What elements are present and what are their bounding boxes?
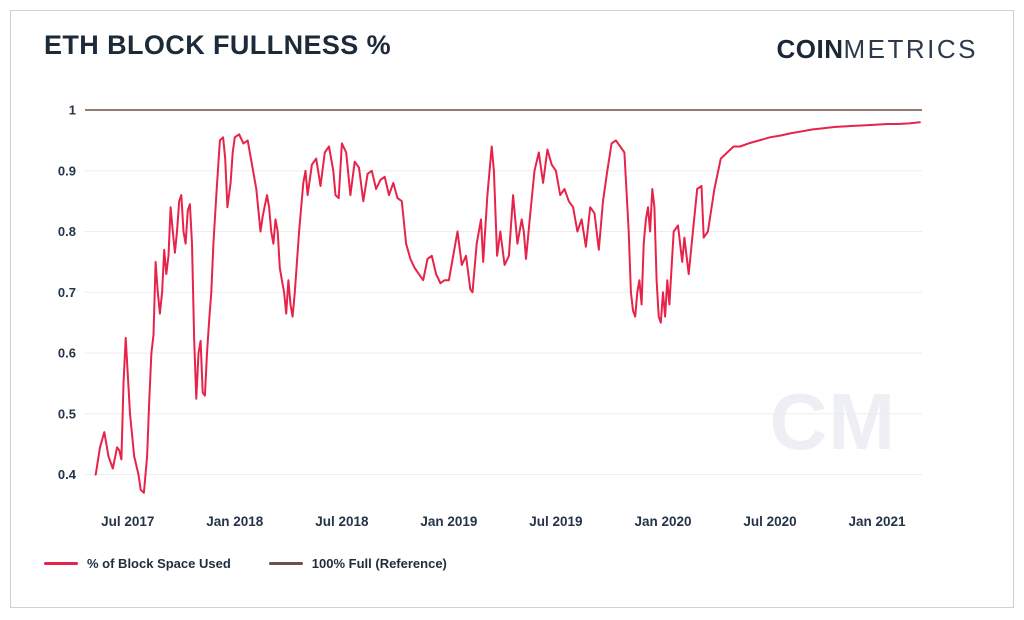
y-tick-label: 0.9 [58, 163, 76, 178]
y-tick-label: 1 [69, 103, 76, 118]
logo-coin: COIN [776, 34, 844, 64]
legend-swatch-red-line [44, 562, 78, 565]
chart-legend: % of Block Space Used 100% Full (Referen… [44, 556, 447, 571]
x-tick-label: Jul 2019 [529, 514, 582, 529]
y-tick-label: 0.6 [58, 346, 76, 361]
coinmetrics-logo: COINMETRICS [777, 34, 979, 65]
legend-swatch-reference-line [268, 562, 303, 565]
legend-label-100-full-reference: 100% Full (Reference) [311, 556, 447, 571]
series-line [94, 121, 921, 494]
y-tick-label: 0.5 [58, 406, 76, 421]
legend-item-block-space-used: % of Block Space Used [44, 556, 231, 571]
x-tick-label: Jan 2018 [206, 514, 264, 529]
legend-item-100-full-reference: 100% Full (Reference) [268, 556, 447, 571]
y-tick-label: 0.8 [58, 224, 76, 239]
legend-label-block-space-used: % of Block Space Used [87, 556, 231, 571]
x-tick-label: Jul 2020 [743, 514, 796, 529]
x-tick-label: Jan 2021 [848, 514, 906, 529]
y-tick-label: 0.7 [58, 285, 76, 300]
x-tick-label: Jan 2020 [634, 514, 691, 529]
cm-watermark: CM [769, 377, 896, 466]
page-title: ETH BLOCK FULLNESS % [44, 30, 392, 60]
y-tick-label: 0.4 [58, 467, 77, 482]
logo-metrics: METRICS [843, 34, 978, 64]
x-tick-label: Jul 2017 [101, 514, 154, 529]
x-tick-label: Jan 2019 [420, 514, 477, 529]
x-tick-label: Jul 2018 [315, 514, 369, 529]
